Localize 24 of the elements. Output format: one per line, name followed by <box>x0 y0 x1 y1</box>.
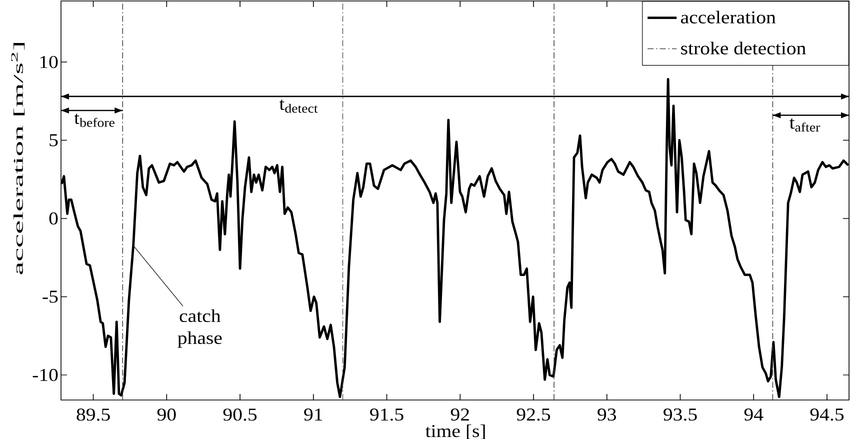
y-tick-label: 10 <box>40 56 58 68</box>
x-tick-label: 90 <box>157 408 176 421</box>
annotation: t$_{detect}$ <box>279 100 318 113</box>
x-tick-label: 94.5 <box>810 408 844 421</box>
y-axis-title: acceleration [m/s$^{2}$] <box>11 43 25 274</box>
y-tick-label: 5 <box>50 134 58 146</box>
x-tick-label: 93.5 <box>664 408 697 421</box>
annotation: t$_{after}$ <box>789 118 820 132</box>
x-tick-label: 94 <box>744 408 764 421</box>
legend-label: acceleration <box>680 10 776 24</box>
annotation: catch phase <box>178 309 222 348</box>
y-tick-label: 0 <box>49 212 58 225</box>
x-tick-label: 92 <box>450 408 469 421</box>
x-tick-label: 93 <box>598 408 616 421</box>
legend-label: stroke detection <box>681 42 806 54</box>
x-tick-label: 90.5 <box>223 408 257 421</box>
x-tick-label: 91 <box>304 408 322 421</box>
x-tick-label: 92.5 <box>516 408 550 421</box>
x-tick-label: 91.5 <box>370 408 404 421</box>
annotation: t$_{before}$ <box>74 114 114 127</box>
y-tick-label: -5 <box>42 290 58 303</box>
y-tick-label: -10 <box>32 368 58 382</box>
x-axis-title: time [s] <box>425 424 485 439</box>
x-tick-label: 89.5 <box>76 408 110 421</box>
